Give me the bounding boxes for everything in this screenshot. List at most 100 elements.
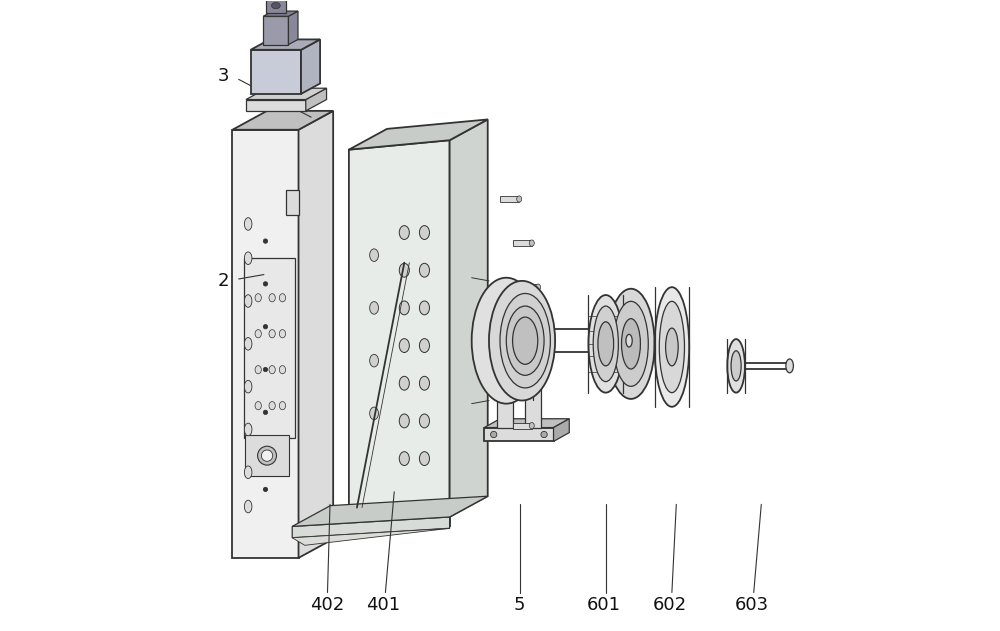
Ellipse shape — [622, 319, 640, 369]
Polygon shape — [519, 284, 538, 290]
Ellipse shape — [491, 432, 497, 438]
Ellipse shape — [279, 401, 286, 410]
Ellipse shape — [419, 263, 429, 277]
Polygon shape — [251, 39, 320, 50]
Text: 3: 3 — [217, 68, 229, 85]
Polygon shape — [288, 11, 298, 45]
Polygon shape — [500, 196, 519, 202]
Ellipse shape — [244, 218, 252, 230]
Ellipse shape — [263, 410, 268, 415]
Polygon shape — [450, 119, 488, 517]
Ellipse shape — [399, 452, 409, 466]
Polygon shape — [263, 16, 288, 45]
Ellipse shape — [536, 284, 541, 290]
Ellipse shape — [655, 287, 689, 407]
Polygon shape — [246, 100, 306, 111]
Polygon shape — [525, 365, 541, 428]
Ellipse shape — [263, 281, 268, 286]
Text: 602: 602 — [653, 596, 687, 614]
Ellipse shape — [786, 359, 793, 373]
Ellipse shape — [269, 365, 275, 374]
Ellipse shape — [244, 466, 252, 478]
Ellipse shape — [263, 487, 268, 492]
Polygon shape — [513, 240, 532, 246]
Ellipse shape — [255, 293, 261, 302]
Polygon shape — [245, 435, 289, 476]
Ellipse shape — [269, 329, 275, 338]
Ellipse shape — [588, 295, 623, 392]
Ellipse shape — [727, 339, 745, 392]
Ellipse shape — [244, 423, 252, 436]
Ellipse shape — [263, 367, 268, 372]
Ellipse shape — [399, 414, 409, 428]
Ellipse shape — [593, 306, 618, 382]
Ellipse shape — [399, 339, 409, 353]
Ellipse shape — [529, 423, 534, 429]
Ellipse shape — [263, 453, 268, 457]
Ellipse shape — [255, 329, 261, 338]
Ellipse shape — [244, 295, 252, 307]
Ellipse shape — [279, 293, 286, 302]
Polygon shape — [263, 11, 298, 16]
Ellipse shape — [399, 376, 409, 390]
Ellipse shape — [244, 500, 252, 513]
Polygon shape — [301, 39, 320, 94]
Ellipse shape — [419, 301, 429, 315]
Polygon shape — [500, 385, 519, 391]
Ellipse shape — [472, 278, 541, 404]
Polygon shape — [554, 419, 569, 442]
Ellipse shape — [659, 302, 684, 392]
Polygon shape — [513, 423, 532, 429]
Polygon shape — [292, 496, 488, 526]
Text: 2: 2 — [217, 272, 229, 290]
Ellipse shape — [614, 302, 648, 386]
Ellipse shape — [370, 355, 378, 367]
Ellipse shape — [279, 365, 286, 374]
Text: 601: 601 — [587, 596, 621, 614]
Text: 5: 5 — [513, 596, 525, 614]
Ellipse shape — [244, 338, 252, 350]
Polygon shape — [484, 419, 569, 428]
Ellipse shape — [399, 263, 409, 277]
Ellipse shape — [500, 293, 550, 388]
Ellipse shape — [731, 351, 741, 381]
Polygon shape — [286, 190, 299, 215]
Ellipse shape — [255, 365, 261, 374]
Ellipse shape — [626, 334, 632, 347]
Ellipse shape — [542, 334, 547, 341]
Polygon shape — [251, 50, 301, 94]
Text: 401: 401 — [366, 596, 401, 614]
Ellipse shape — [244, 380, 252, 393]
Polygon shape — [349, 140, 450, 526]
Ellipse shape — [370, 407, 378, 420]
Ellipse shape — [263, 324, 268, 329]
Ellipse shape — [517, 385, 522, 391]
Ellipse shape — [517, 196, 522, 202]
Ellipse shape — [258, 446, 276, 465]
Ellipse shape — [419, 414, 429, 428]
Ellipse shape — [261, 450, 273, 461]
Ellipse shape — [598, 322, 614, 366]
Ellipse shape — [399, 226, 409, 240]
Ellipse shape — [399, 301, 409, 315]
Ellipse shape — [419, 452, 429, 466]
Text: 402: 402 — [310, 596, 344, 614]
Ellipse shape — [263, 239, 268, 244]
Polygon shape — [292, 528, 450, 545]
Ellipse shape — [279, 329, 286, 338]
Ellipse shape — [529, 240, 534, 246]
Ellipse shape — [489, 281, 555, 401]
Ellipse shape — [255, 401, 261, 410]
Ellipse shape — [506, 306, 544, 375]
Polygon shape — [232, 130, 299, 558]
Ellipse shape — [419, 376, 429, 390]
Polygon shape — [349, 119, 488, 150]
Ellipse shape — [370, 302, 378, 314]
Polygon shape — [266, 0, 286, 13]
Polygon shape — [292, 517, 450, 538]
Polygon shape — [244, 258, 295, 438]
Text: 603: 603 — [735, 596, 769, 614]
Ellipse shape — [370, 249, 378, 261]
Ellipse shape — [607, 289, 655, 399]
Ellipse shape — [271, 3, 280, 9]
